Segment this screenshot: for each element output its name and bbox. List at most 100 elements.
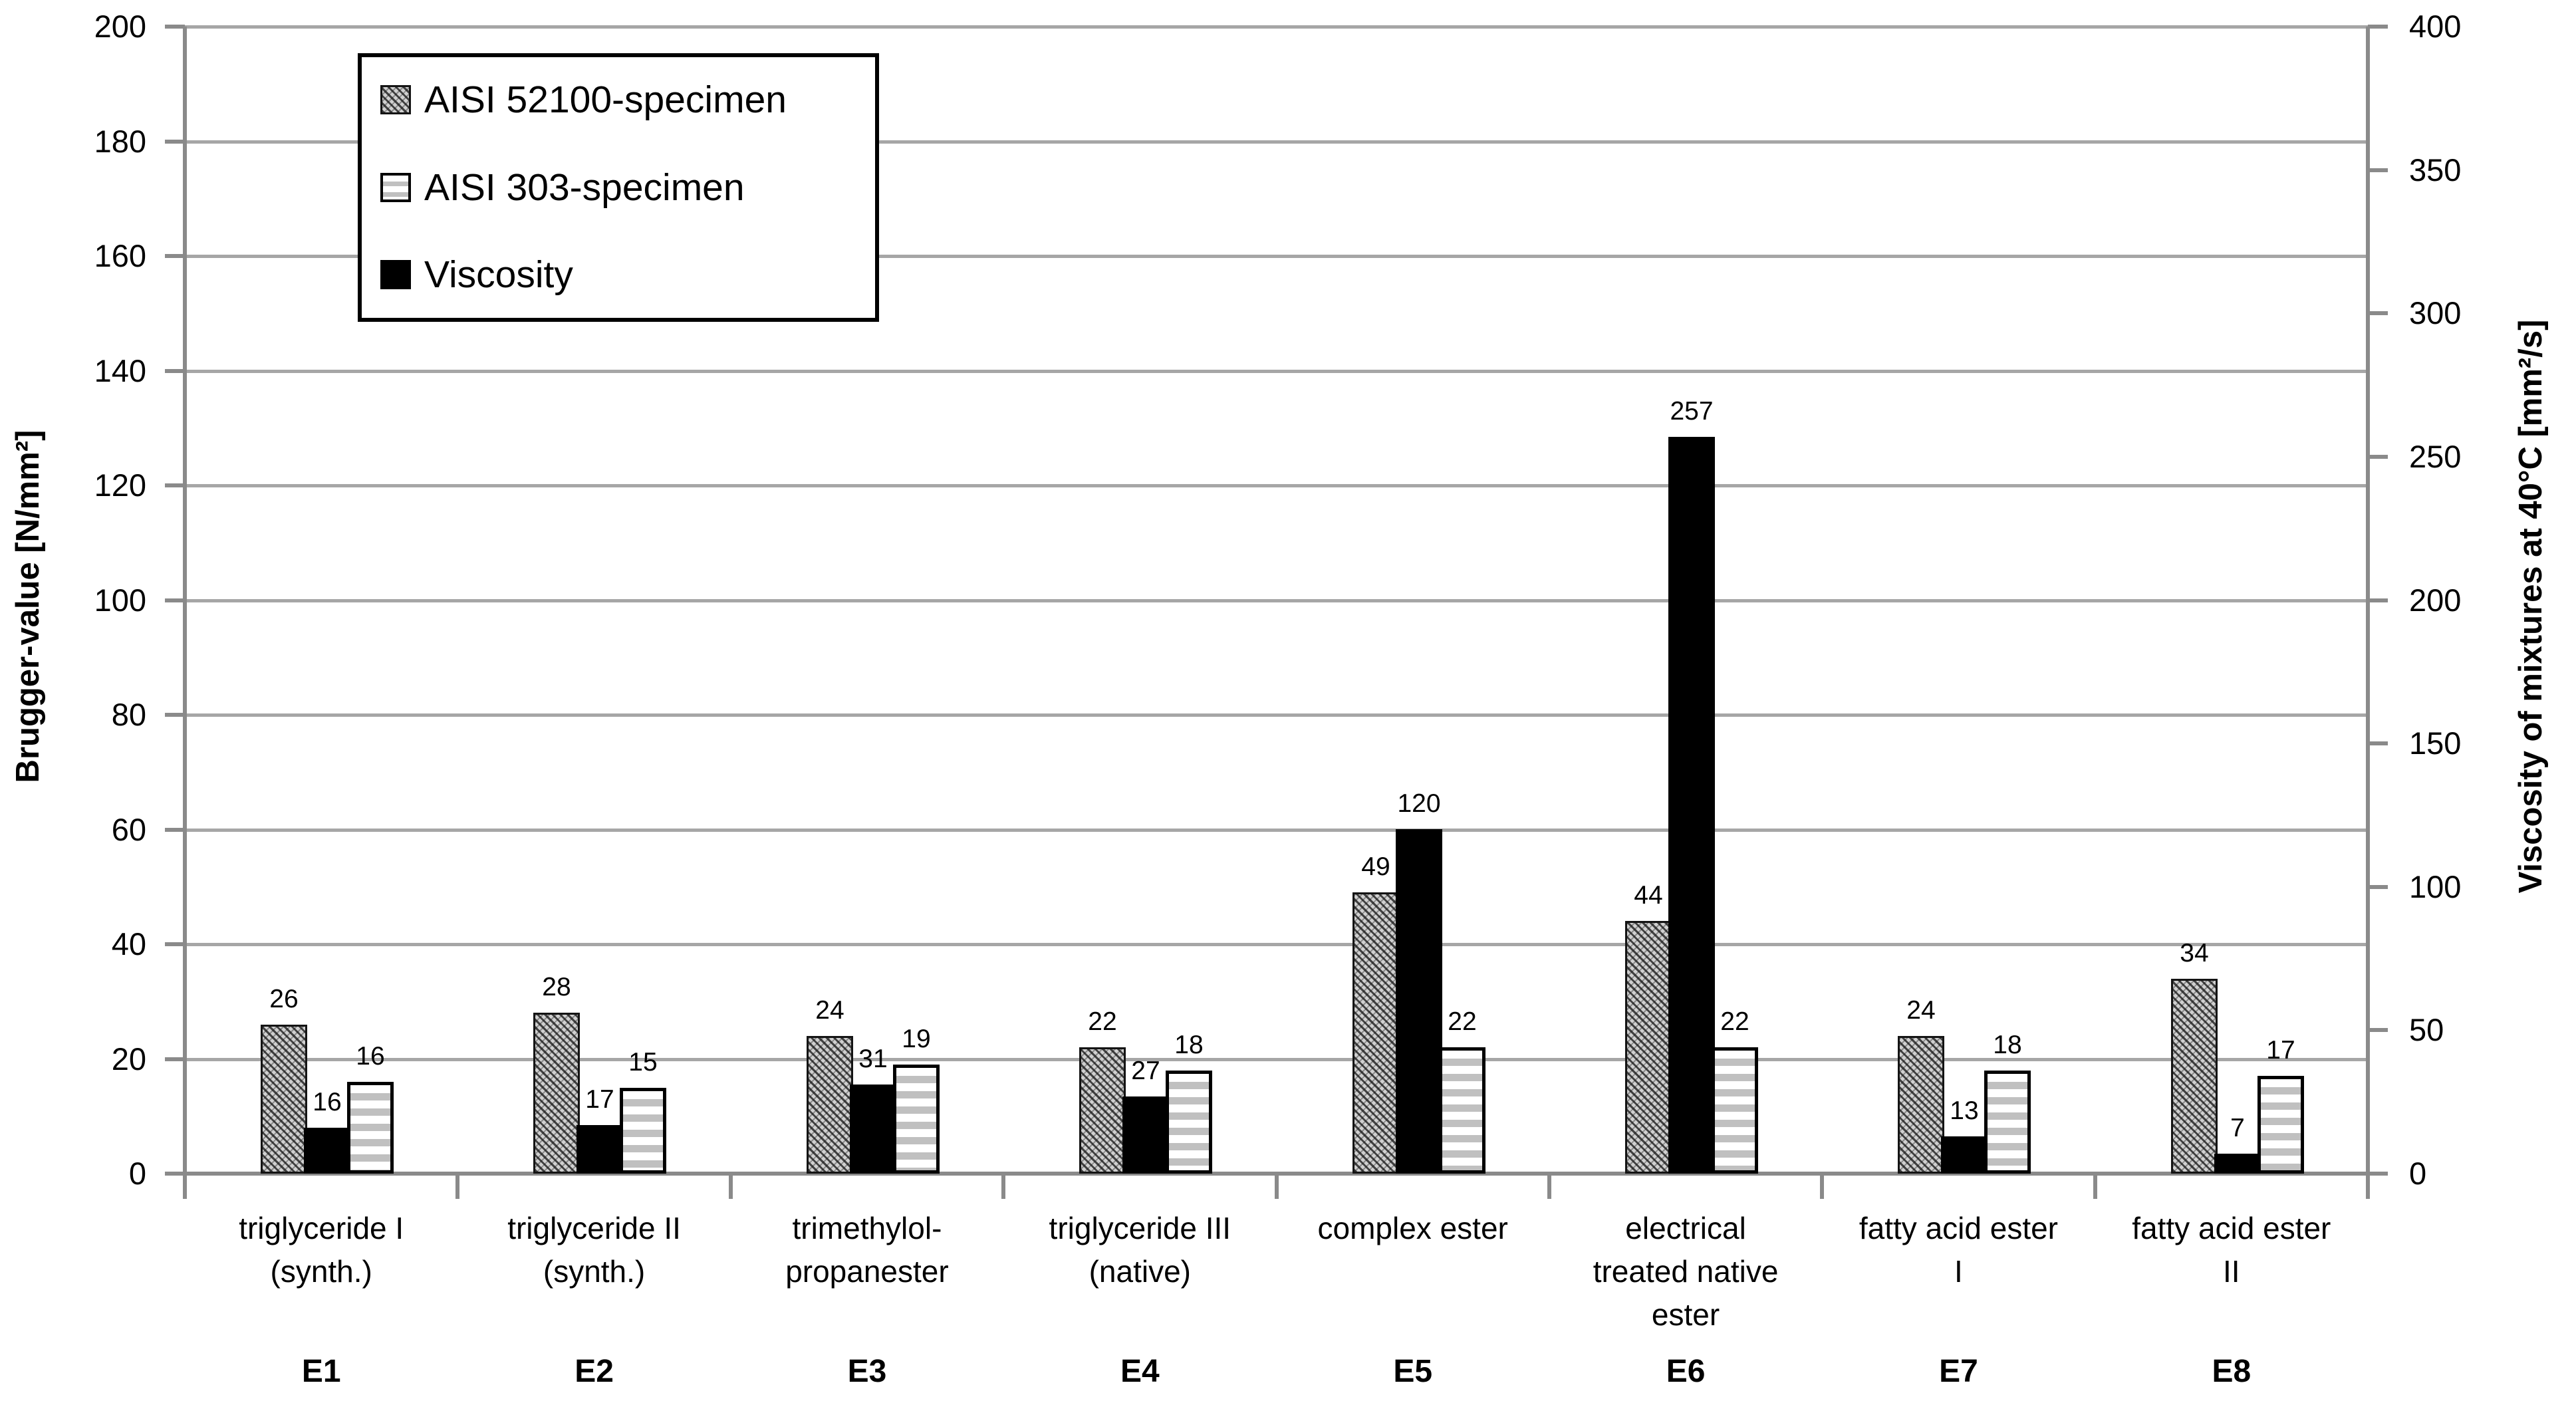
- bar-value-label: 7: [2230, 1114, 2245, 1142]
- bar-value-label: 22: [1448, 1007, 1477, 1036]
- gridline: [185, 943, 2368, 946]
- left-tick-label: 180: [94, 123, 146, 159]
- left-tick-label: 60: [111, 811, 146, 847]
- category-label: complex ester: [1277, 1207, 1549, 1250]
- bar-value-label: 26: [269, 985, 299, 1013]
- x-axis-tick: [183, 1174, 187, 1199]
- right-axis-tick: [2368, 168, 2388, 172]
- left-tick-label: 200: [94, 9, 146, 44]
- category-code-label: E1: [301, 1354, 341, 1389]
- right-tick-label: 150: [2409, 725, 2462, 761]
- bar-value-label: 49: [1361, 852, 1390, 881]
- category-code-label: E6: [1666, 1354, 1706, 1389]
- bar-solid: [1122, 1096, 1169, 1174]
- legend-item: AISI 52100-specimen: [380, 78, 787, 121]
- bar-value-label: 17: [2266, 1036, 2295, 1065]
- left-tick-label: 20: [111, 1041, 146, 1077]
- right-axis-tick: [2368, 598, 2388, 602]
- left-tick-label: 80: [111, 697, 146, 732]
- bar-stripes: [1166, 1071, 1212, 1174]
- bar-value-label: 17: [585, 1085, 614, 1114]
- left-tick-label: 0: [128, 1156, 146, 1191]
- category-label-line: triglyceride I: [239, 1211, 404, 1245]
- right-tick-label: 250: [2409, 438, 2462, 474]
- left-axis-tick: [165, 25, 185, 29]
- bar-stripes: [893, 1065, 940, 1174]
- bar-value-label: 31: [858, 1045, 888, 1073]
- right-tick-label: 0: [2409, 1156, 2427, 1191]
- bar-value-label: 120: [1397, 789, 1441, 818]
- right-tick-label: 350: [2409, 152, 2462, 188]
- bar-value-label: 34: [2180, 939, 2209, 967]
- bar-hatch: [261, 1025, 307, 1174]
- left-axis-tick: [165, 368, 185, 373]
- category-label-line: electrical: [1625, 1211, 1746, 1245]
- bar-hatch: [807, 1036, 853, 1174]
- x-axis-tick: [1820, 1174, 1825, 1199]
- bar-hatch: [1352, 892, 1399, 1174]
- bar-hatch: [533, 1013, 580, 1174]
- gridline: [185, 713, 2368, 717]
- left-axis-tick: [165, 1172, 185, 1176]
- bar-stripes: [1712, 1047, 1758, 1174]
- category-code-label: E3: [847, 1354, 887, 1389]
- right-axis-tick: [2368, 311, 2388, 316]
- category-label-line: (synth.): [543, 1254, 646, 1289]
- bar-value-label: 18: [1993, 1031, 2022, 1059]
- left-axis-tick: [165, 827, 185, 832]
- gridline: [185, 484, 2368, 487]
- left-tick-label: 160: [94, 238, 146, 273]
- gridline: [185, 140, 2368, 144]
- bar-value-label: 19: [902, 1025, 931, 1053]
- legend-swatch-solid-icon: [380, 260, 411, 289]
- left-axis-tick: [165, 713, 185, 717]
- right-axis-tick: [2368, 741, 2388, 746]
- bar-stripes: [347, 1082, 394, 1174]
- category-label-line: triglyceride III: [1049, 1211, 1231, 1245]
- bar-value-label: 13: [1950, 1096, 1979, 1125]
- category-code-label: E7: [1939, 1354, 1978, 1389]
- category-label-line: triglyceride II: [507, 1211, 681, 1245]
- bar-value-label: 24: [1906, 996, 1936, 1025]
- bar-solid: [1668, 437, 1715, 1174]
- bar-stripes: [620, 1088, 666, 1174]
- legend-swatch-stripes-icon: [380, 173, 411, 202]
- category-code-label: E8: [2212, 1354, 2252, 1389]
- right-axis-tick: [2368, 25, 2388, 29]
- left-axis-tick: [165, 139, 185, 144]
- category-label-line: ester: [1651, 1297, 1720, 1332]
- right-axis-tick: [2368, 884, 2388, 889]
- bar-value-label: 28: [542, 973, 571, 1001]
- legend-swatch-hatch-icon: [380, 85, 411, 114]
- bar-solid: [1396, 829, 1442, 1174]
- right-tick-label: 200: [2409, 582, 2462, 618]
- legend-label: AISI 52100-specimen: [424, 78, 787, 121]
- bar-hatch: [1625, 921, 1672, 1174]
- left-axis-tick: [165, 483, 185, 487]
- x-axis-tick: [1274, 1174, 1279, 1199]
- bar-stripes: [1439, 1047, 1485, 1174]
- category-label: electrical treated native ester: [1549, 1207, 1822, 1337]
- bar-hatch: [2171, 979, 2218, 1174]
- bar-value-label: 27: [1131, 1057, 1160, 1085]
- left-tick-label: 100: [94, 582, 146, 618]
- legend-label: AISI 303-specimen: [424, 166, 745, 209]
- right-tick-label: 300: [2409, 295, 2462, 331]
- left-tick-label: 40: [111, 926, 146, 961]
- bar-value-label: 22: [1088, 1007, 1117, 1036]
- bar-value-label: 257: [1670, 397, 1714, 426]
- category-label-line: propanester: [785, 1254, 949, 1289]
- category-code-label: E5: [1393, 1354, 1433, 1389]
- category-label-line: treated native: [1593, 1254, 1779, 1289]
- left-tick-label: 140: [94, 352, 146, 388]
- bar-value-label: 16: [356, 1042, 385, 1071]
- category-label-line: (synth.): [270, 1254, 372, 1289]
- left-tick-label: 120: [94, 467, 146, 503]
- bar-stripes: [2257, 1076, 2304, 1174]
- category-label: trimethylol-propanester: [731, 1207, 1003, 1293]
- bar-hatch: [1898, 1036, 1944, 1174]
- left-axis-line: [183, 27, 187, 1194]
- category-label-line: I: [1954, 1254, 1963, 1289]
- category-label-line: fatty acid ester: [1859, 1211, 2058, 1245]
- x-axis-tick: [455, 1174, 460, 1199]
